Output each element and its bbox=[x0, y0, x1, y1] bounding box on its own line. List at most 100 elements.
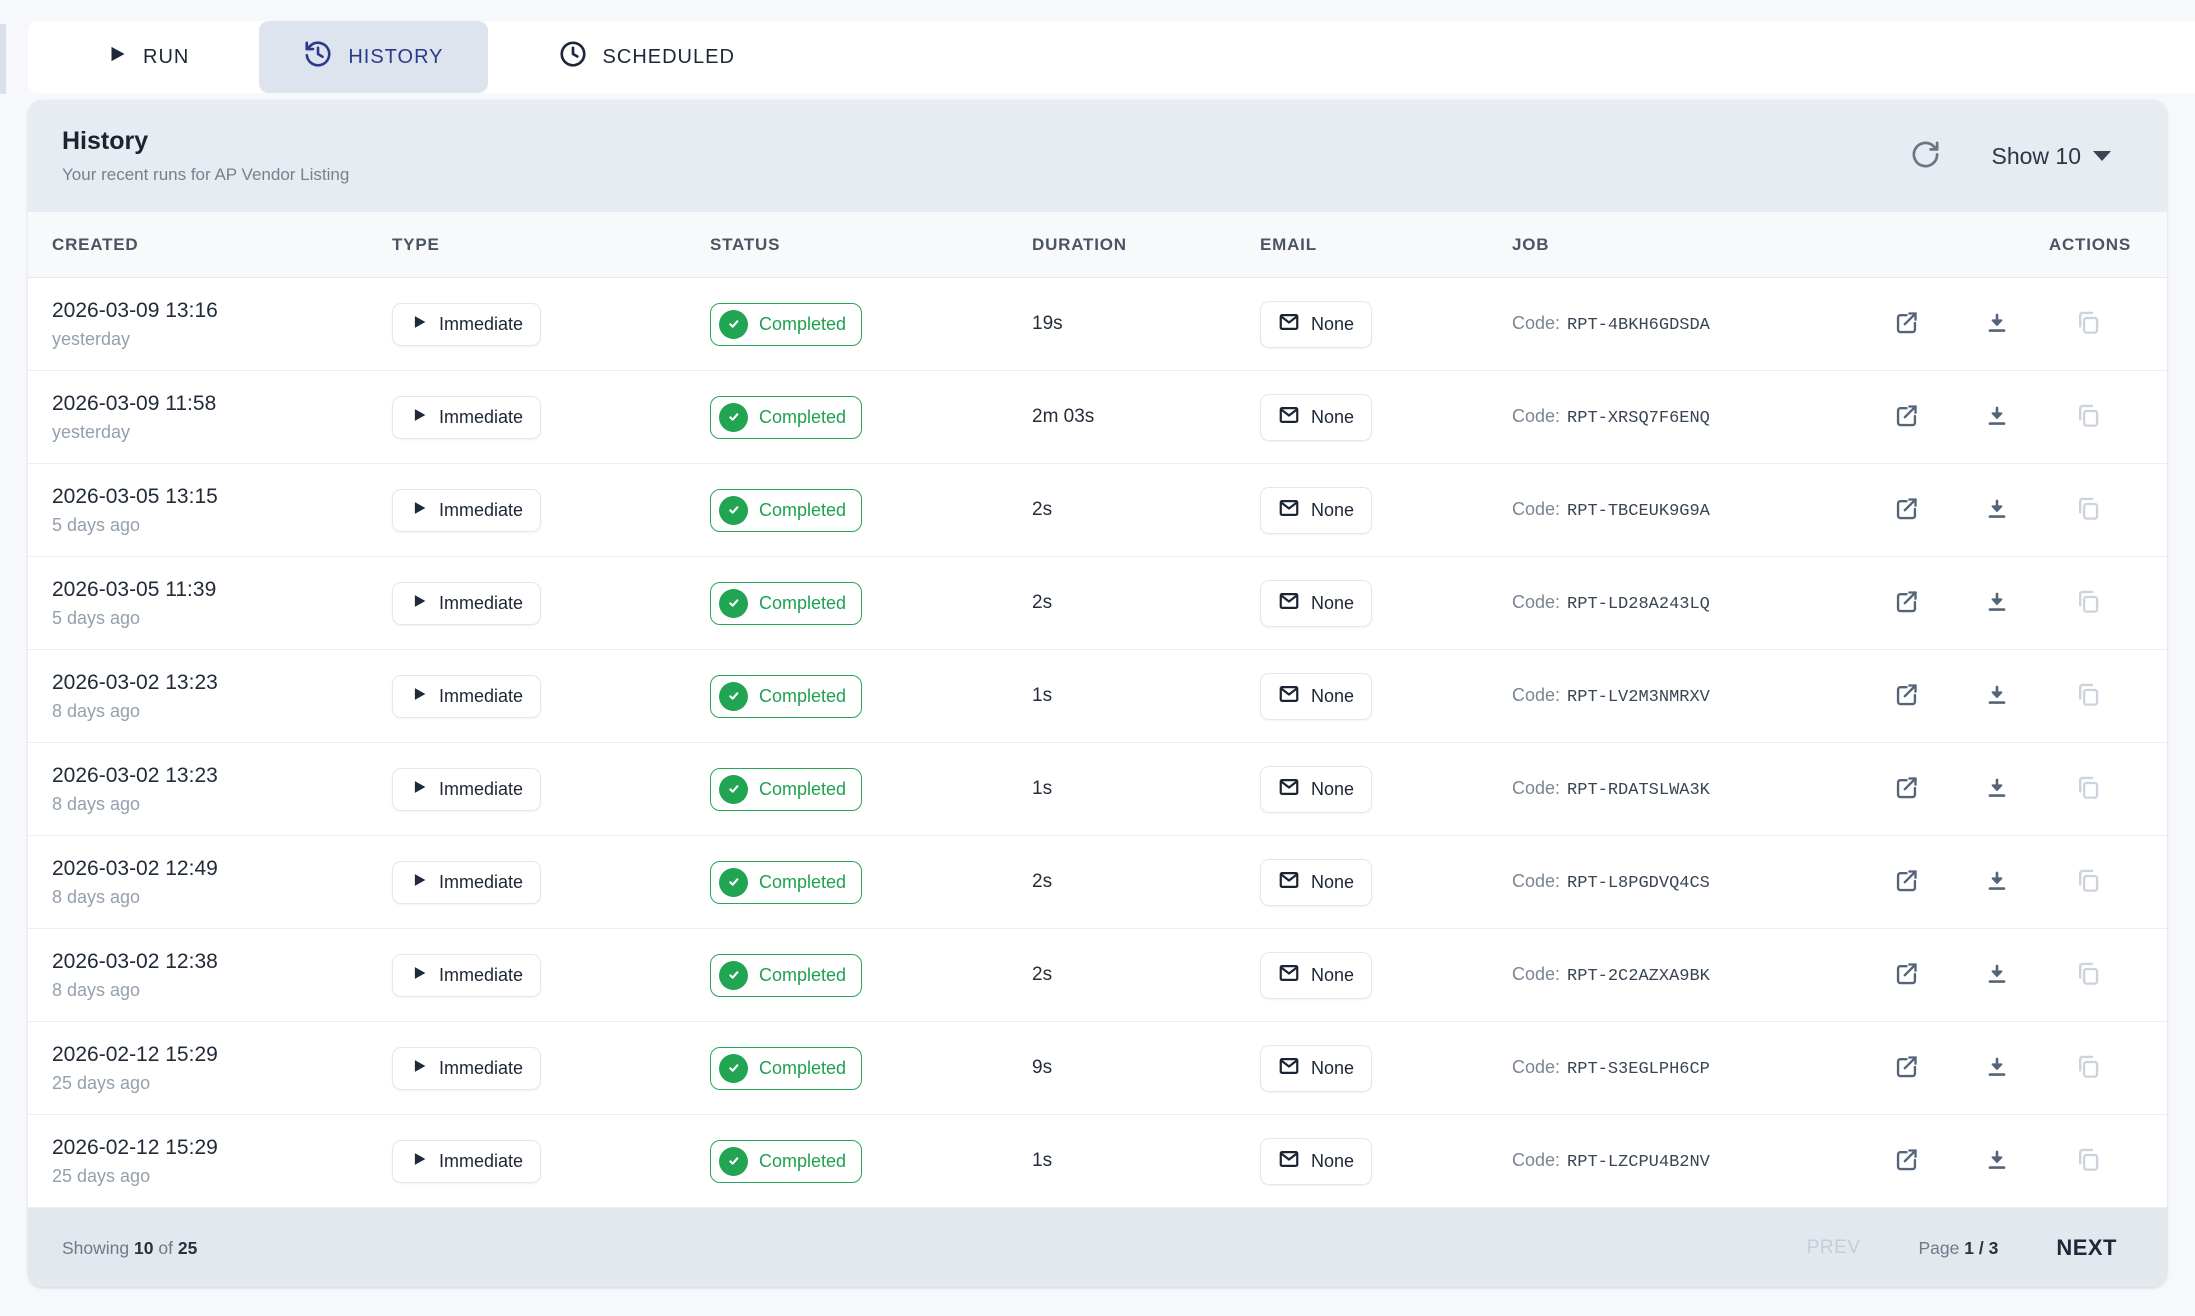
play-icon bbox=[410, 313, 428, 336]
created-cell: 2026-03-02 12:49 8 days ago bbox=[52, 857, 392, 908]
download-button[interactable] bbox=[1984, 1147, 2010, 1176]
type-chip: Immediate bbox=[392, 1139, 542, 1183]
type-chip: Immediate bbox=[392, 674, 542, 718]
download-button[interactable] bbox=[1984, 775, 2010, 804]
external-link-icon bbox=[1893, 588, 1920, 618]
tab-run[interactable]: RUN bbox=[62, 21, 233, 93]
copy-icon bbox=[2074, 1146, 2101, 1176]
copy-button[interactable] bbox=[2074, 1053, 2101, 1083]
status-label: Completed bbox=[759, 964, 847, 985]
status-badge: Completed bbox=[710, 488, 863, 532]
download-button[interactable] bbox=[1984, 310, 2010, 339]
job-code-value: RPT-L8PGDVQ4CS bbox=[1567, 874, 1710, 893]
open-run-button[interactable] bbox=[1893, 681, 1920, 711]
copy-button[interactable] bbox=[2074, 681, 2101, 711]
open-run-button[interactable] bbox=[1893, 402, 1920, 432]
play-icon bbox=[410, 778, 428, 801]
status-label: Completed bbox=[759, 313, 847, 334]
type-label: Immediate bbox=[439, 964, 524, 985]
open-run-button[interactable] bbox=[1893, 495, 1920, 525]
download-icon bbox=[1984, 496, 2010, 525]
status-cell: Completed bbox=[710, 674, 1032, 718]
email-chip: None bbox=[1260, 858, 1373, 906]
tab-history[interactable]: HISTORY bbox=[259, 21, 488, 93]
show-page-size-button[interactable]: Show 10 bbox=[1991, 143, 2111, 170]
download-button[interactable] bbox=[1984, 1054, 2010, 1083]
open-run-button[interactable] bbox=[1893, 588, 1920, 618]
email-chip: None bbox=[1260, 672, 1373, 720]
open-run-button[interactable] bbox=[1893, 309, 1920, 339]
job-code-label: Code: bbox=[1512, 406, 1561, 426]
job-cell: Code: RPT-LZCPU4B2NV bbox=[1512, 1150, 1859, 1172]
copy-icon bbox=[2074, 588, 2101, 618]
copy-icon bbox=[2074, 681, 2101, 711]
column-header-created: CREATED bbox=[52, 234, 139, 254]
email-label: None bbox=[1311, 499, 1355, 520]
type-cell: Immediate bbox=[392, 395, 710, 439]
copy-button[interactable] bbox=[2074, 309, 2101, 339]
email-label: None bbox=[1311, 871, 1355, 892]
download-button[interactable] bbox=[1984, 868, 2010, 897]
download-button[interactable] bbox=[1984, 496, 2010, 525]
table-row: 2026-03-02 13:23 8 days ago Immediate Co… bbox=[28, 743, 2167, 836]
open-run-button[interactable] bbox=[1893, 774, 1920, 804]
type-chip: Immediate bbox=[392, 860, 542, 904]
job-code-value: RPT-LD28A243LQ bbox=[1567, 595, 1710, 614]
created-relative: 8 days ago bbox=[52, 793, 141, 814]
status-badge: Completed bbox=[710, 953, 863, 997]
job-code-value: RPT-LV2M3NMRXV bbox=[1567, 688, 1710, 707]
created-cell: 2026-03-02 13:23 8 days ago bbox=[52, 671, 392, 722]
email-label: None bbox=[1311, 964, 1355, 985]
status-label: Completed bbox=[759, 406, 847, 427]
download-button[interactable] bbox=[1984, 589, 2010, 618]
copy-button[interactable] bbox=[2074, 867, 2101, 897]
job-code-label: Code: bbox=[1512, 1057, 1561, 1077]
created-relative: yesterday bbox=[52, 328, 131, 349]
status-badge: Completed bbox=[710, 767, 863, 811]
type-chip: Immediate bbox=[392, 953, 542, 997]
created-relative: 8 days ago bbox=[52, 700, 141, 721]
type-label: Immediate bbox=[439, 1150, 524, 1171]
panel-header: History Your recent runs for AP Vendor L… bbox=[28, 100, 2167, 212]
mail-icon bbox=[1278, 683, 1300, 710]
email-label: None bbox=[1311, 406, 1355, 427]
clock-icon bbox=[558, 39, 588, 75]
job-code-value: RPT-4BKH6GDSDA bbox=[1567, 316, 1710, 335]
copy-button[interactable] bbox=[2074, 774, 2101, 804]
type-label: Immediate bbox=[439, 871, 524, 892]
created-date: 2026-03-02 13:23 bbox=[52, 670, 218, 694]
created-relative: 5 days ago bbox=[52, 514, 141, 535]
external-link-icon bbox=[1893, 774, 1920, 804]
open-run-button[interactable] bbox=[1893, 1053, 1920, 1083]
copy-button[interactable] bbox=[2074, 402, 2101, 432]
refresh-button[interactable] bbox=[1910, 139, 1941, 173]
copy-button[interactable] bbox=[2074, 495, 2101, 525]
status-cell: Completed bbox=[710, 767, 1032, 811]
copy-button[interactable] bbox=[2074, 960, 2101, 990]
type-chip: Immediate bbox=[392, 302, 542, 346]
copy-icon bbox=[2074, 402, 2101, 432]
table-row: 2026-03-05 13:15 5 days ago Immediate Co… bbox=[28, 464, 2167, 557]
open-run-button[interactable] bbox=[1893, 1146, 1920, 1176]
open-run-button[interactable] bbox=[1893, 960, 1920, 990]
play-icon bbox=[410, 499, 428, 522]
copy-button[interactable] bbox=[2074, 1146, 2101, 1176]
type-label: Immediate bbox=[439, 1057, 524, 1078]
created-relative: 8 days ago bbox=[52, 886, 141, 907]
created-relative: 25 days ago bbox=[52, 1072, 151, 1093]
tab-scheduled[interactable]: SCHEDULED bbox=[514, 21, 779, 93]
actions-cell bbox=[1859, 495, 2143, 525]
open-run-button[interactable] bbox=[1893, 867, 1920, 897]
prev-page-button[interactable]: PREV bbox=[1806, 1237, 1861, 1258]
download-button[interactable] bbox=[1984, 682, 2010, 711]
check-circle-icon bbox=[719, 960, 748, 990]
copy-icon bbox=[2074, 867, 2101, 897]
status-badge: Completed bbox=[710, 581, 863, 625]
job-code-value: RPT-2C2AZXA9BK bbox=[1567, 967, 1710, 986]
job-cell: Code: RPT-2C2AZXA9BK bbox=[1512, 964, 1859, 986]
next-page-button[interactable]: NEXT bbox=[2056, 1235, 2117, 1260]
download-button[interactable] bbox=[1984, 403, 2010, 432]
play-icon bbox=[410, 871, 428, 894]
copy-button[interactable] bbox=[2074, 588, 2101, 618]
download-button[interactable] bbox=[1984, 961, 2010, 990]
